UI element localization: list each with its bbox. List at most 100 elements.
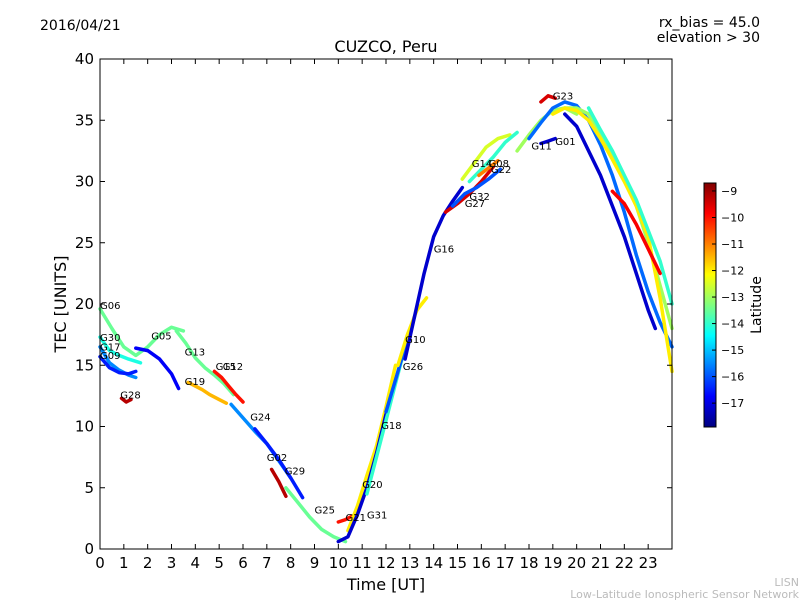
y-tick-label: 40 [75, 50, 94, 68]
series-g23 [539, 94, 557, 104]
series-t4 [563, 112, 658, 331]
colorbar-tick-label: −12 [721, 265, 744, 278]
x-tick-label: 10 [329, 554, 348, 572]
sat-label-g18: G18 [381, 421, 401, 432]
series-g06 [98, 307, 186, 358]
x-tick-label: 0 [95, 554, 105, 572]
y-tick-label: 20 [75, 295, 94, 313]
y-axis-label: TEC [UNITS] [51, 256, 70, 354]
series-g01 [539, 136, 557, 146]
sat-label-g22: G22 [491, 165, 511, 176]
footer-lisn: LISN [774, 576, 799, 589]
sat-label-g28: G28 [120, 390, 140, 401]
rx-bias-label: rx_bias = 45.0 [659, 15, 760, 31]
sat-label-g12: G12 [223, 362, 243, 373]
x-tick-label: 1 [119, 554, 129, 572]
footer-network: Low-Latitude Ionospheric Sensor Network [570, 588, 799, 600]
series-g02 [253, 427, 305, 500]
series-g05 [134, 346, 181, 391]
sat-label-g31: G31 [367, 510, 387, 521]
chart-title: CUZCO, Peru [334, 37, 437, 56]
x-axis-label: Time [UT] [346, 575, 425, 594]
y-tick-label: 10 [75, 418, 94, 436]
series-g25 [284, 486, 348, 544]
sat-label-g11: G11 [531, 142, 551, 153]
sat-label-g17: G17 [100, 343, 120, 354]
sat-label-g25: G25 [315, 506, 335, 517]
x-axis: 0 1 2 3 4 5 6 7 8 9 10 11 12 13 14 15 16 17 18 19 20 21 22 23 [95, 59, 658, 572]
colorbar-tick-label: −13 [721, 291, 744, 304]
x-tick-label: 12 [376, 554, 395, 572]
colorbar-tick-label: −11 [721, 238, 744, 251]
x-tick-label: 13 [400, 554, 419, 572]
x-tick-label: 8 [286, 554, 296, 572]
plot-series [98, 94, 674, 544]
series-g29 [269, 467, 288, 499]
x-tick-label: 20 [567, 554, 586, 572]
sat-label-g05: G05 [151, 332, 171, 343]
colorbar-tick-label: −14 [721, 318, 744, 331]
y-tick-label: 15 [75, 356, 94, 374]
y-tick-label: 25 [75, 234, 94, 252]
sat-label-g02: G02 [267, 453, 287, 464]
series-g08 [467, 130, 519, 184]
x-tick-label: 5 [214, 554, 224, 572]
y-axis: 0 5 10 15 20 25 30 35 40 [75, 50, 672, 558]
series-t5 [586, 106, 674, 306]
series-g22 [477, 158, 500, 178]
sat-label-g14: G14 [472, 159, 492, 170]
sat-label-g20: G20 [362, 480, 382, 491]
series-g30 [98, 335, 143, 365]
series-t1 [527, 100, 674, 349]
colorbar-tick-label: −17 [721, 397, 744, 410]
elevation-label: elevation > 30 [657, 30, 760, 46]
sat-label-g19: G19 [185, 377, 205, 388]
colorbar-label: Latitude [749, 276, 765, 334]
series-g28 [119, 396, 133, 404]
y-tick-label: 30 [75, 173, 94, 191]
x-tick-label: 18 [519, 554, 538, 572]
x-tick-label: 6 [238, 554, 248, 572]
series-g27 [450, 167, 503, 208]
series-g12 [212, 369, 245, 404]
x-tick-label: 23 [639, 554, 658, 572]
series-g20 [346, 363, 398, 533]
sat-label-g30: G30 [100, 333, 120, 344]
sat-label-g24: G24 [250, 412, 270, 423]
sat-label-g08: G08 [489, 159, 509, 170]
colorbar-tick-label: −15 [721, 344, 744, 357]
x-tick-label: 2 [143, 554, 153, 572]
y-tick-label: 35 [75, 111, 94, 129]
x-tick-label: 7 [262, 554, 272, 572]
colorbar-tick-label: −10 [721, 211, 744, 224]
sat-label-g01: G01 [555, 137, 575, 148]
y-tick-label: 0 [84, 540, 94, 558]
sat-label-g21: G21 [346, 513, 366, 524]
colorbar-tick-label: −16 [721, 371, 744, 384]
colorbar-tick-label: −9 [721, 185, 737, 198]
series-g13 [174, 329, 236, 397]
series-g17 [98, 345, 138, 380]
sat-label-g16: G16 [434, 245, 454, 256]
colorbar-ticks: −9 −10 −11 −12 −13 −14 −15 −16 −17 [712, 185, 744, 410]
sat-label-g09: G09 [100, 351, 120, 362]
x-tick-label: 16 [472, 554, 491, 572]
sat-label-g13: G13 [185, 347, 205, 358]
x-tick-label: 9 [310, 554, 320, 572]
x-tick-label: 19 [543, 554, 562, 572]
x-tick-label: 17 [496, 554, 515, 572]
series-t6 [610, 189, 662, 276]
series-g19 [186, 380, 229, 405]
sat-label-g23: G23 [553, 91, 573, 102]
x-tick-label: 3 [167, 554, 177, 572]
x-tick-label: 15 [448, 554, 467, 572]
sat-label-g29: G29 [285, 466, 305, 477]
y-tick-label: 5 [84, 479, 94, 497]
x-tick-label: 22 [615, 554, 634, 572]
series-g09 [98, 354, 138, 376]
colorbar [703, 182, 717, 428]
x-tick-label: 4 [191, 554, 201, 572]
x-tick-label: 21 [591, 554, 610, 572]
